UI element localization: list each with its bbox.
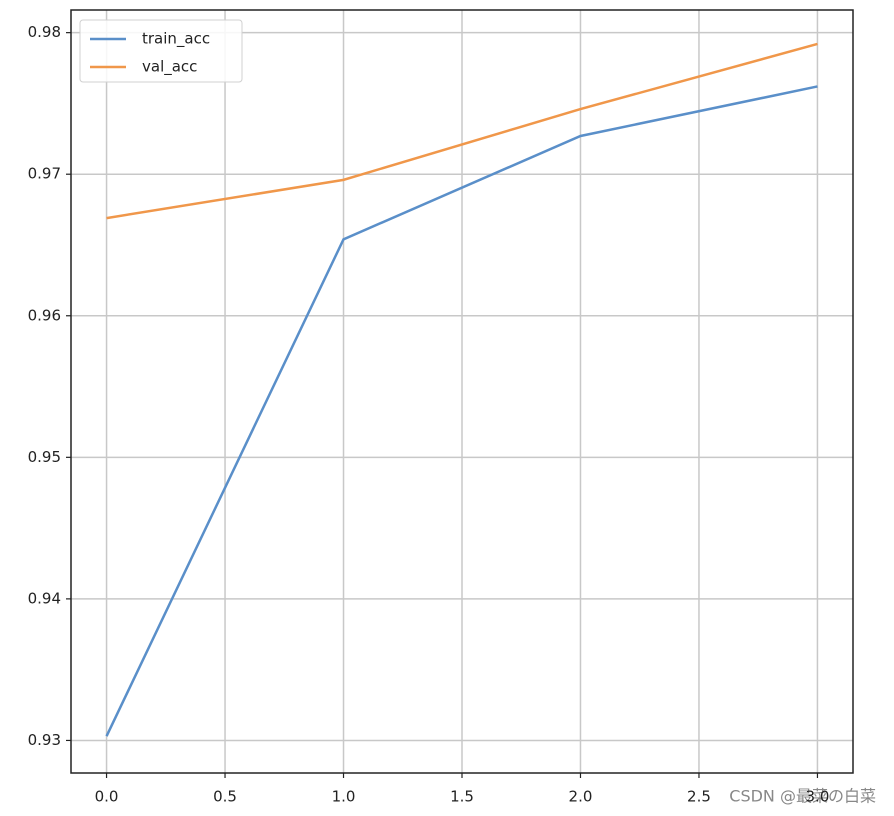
x-tick-label: 1.5 [450, 788, 474, 806]
series-line [106, 42, 818, 220]
x-tick-label: 2.0 [569, 788, 593, 806]
y-tick-label: 0.94 [28, 589, 61, 607]
legend-label: val_acc [142, 58, 197, 77]
y-tick-label: 0.97 [28, 165, 61, 183]
legend-label: train_acc [142, 30, 210, 49]
y-tick-label: 0.95 [28, 448, 61, 466]
series-line [105, 85, 818, 737]
x-tick-label: 0.0 [95, 788, 119, 806]
x-tick-label: 2.5 [687, 788, 711, 806]
x-tick-label: 0.5 [213, 788, 237, 806]
x-tick-label: 1.0 [332, 788, 356, 806]
watermark: CSDN @最菜の白菜 [729, 787, 876, 806]
y-tick-label: 0.96 [28, 306, 61, 324]
x-tick-label: 3.0 [806, 788, 830, 806]
y-tick-label: 0.98 [28, 23, 61, 41]
y-tick-label: 0.93 [28, 731, 61, 749]
